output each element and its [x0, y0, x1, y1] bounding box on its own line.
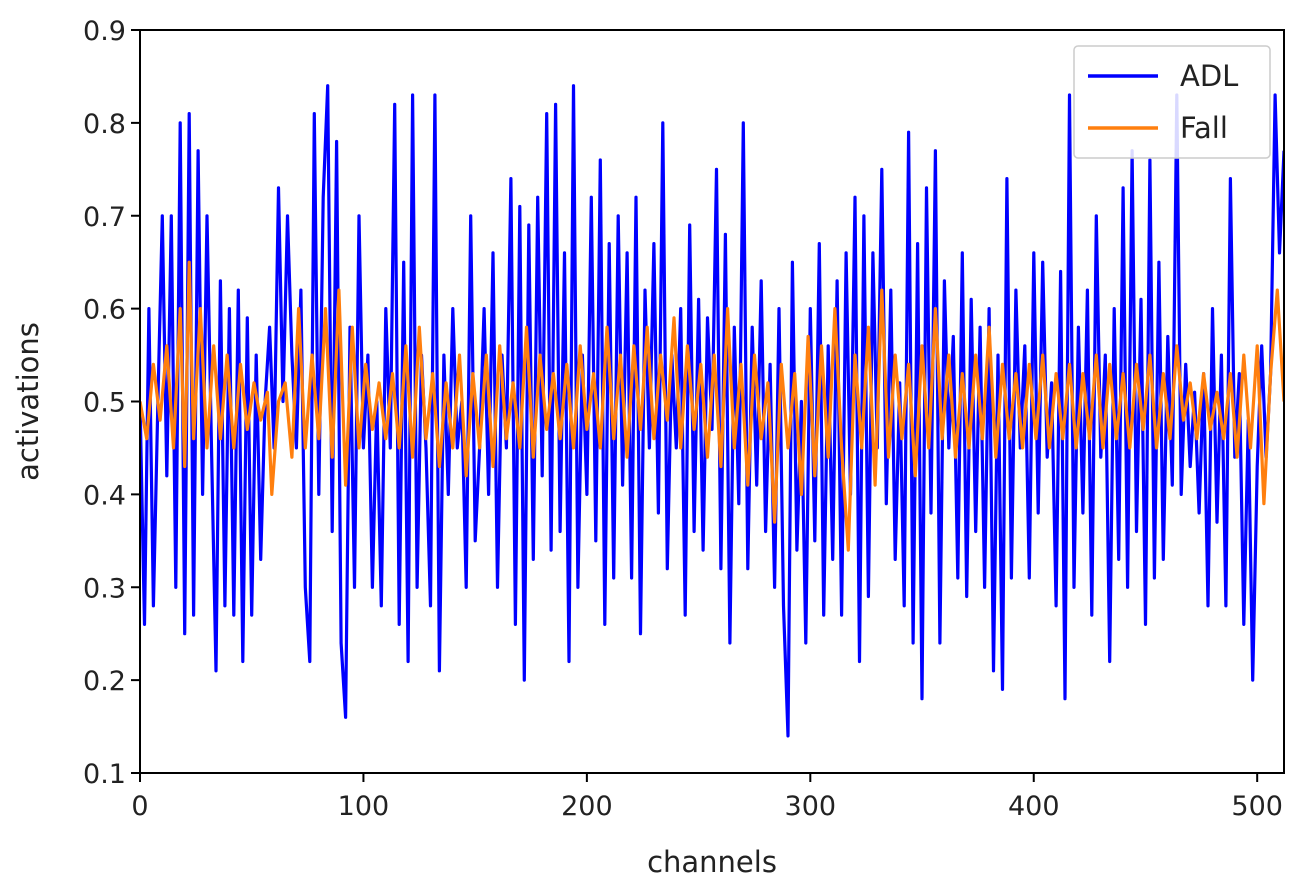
- y-axis-label: activations: [11, 322, 45, 481]
- x-axis: 0 100 200 300 400 500: [131, 773, 1283, 822]
- legend-box: [1073, 45, 1271, 159]
- series-line-adl: [140, 84, 1284, 738]
- series-layer: [140, 84, 1284, 738]
- legend-label-adl: ADL: [1180, 59, 1238, 93]
- x-tick-label: 400: [1008, 791, 1060, 822]
- x-axis-label: channels: [647, 845, 777, 879]
- x-tick-label: 200: [561, 791, 613, 822]
- y-tick-label: 0.7: [83, 202, 126, 233]
- legend-label-fall: Fall: [1180, 111, 1228, 145]
- x-tick-label: 500: [1231, 791, 1283, 822]
- y-tick-label: 0.2: [83, 666, 126, 697]
- x-tick-label: 0: [131, 791, 148, 822]
- y-tick-label: 0.6: [83, 295, 126, 326]
- y-tick-label: 0.9: [83, 16, 126, 47]
- y-tick-label: 0.5: [83, 388, 126, 419]
- x-tick-label: 300: [785, 791, 837, 822]
- y-tick-label: 0.1: [83, 759, 126, 790]
- y-tick-label: 0.4: [83, 480, 126, 511]
- y-tick-label: 0.8: [83, 109, 126, 140]
- y-tick-label: 0.3: [83, 573, 126, 604]
- y-axis: 0.1 0.2 0.3 0.4 0.5 0.6 0.7 0.8 0.9: [83, 16, 140, 790]
- x-tick-label: 100: [338, 791, 390, 822]
- series-line-fall: [140, 260, 1284, 552]
- legend: ADL Fall: [1073, 45, 1271, 159]
